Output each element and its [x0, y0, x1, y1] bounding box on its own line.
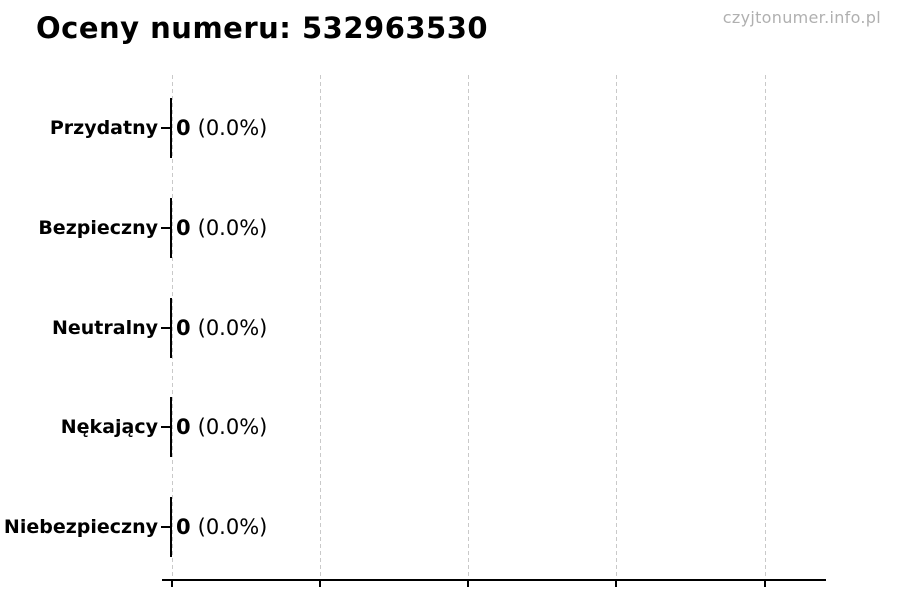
chart-title: Oceny numeru: 532963530 — [36, 11, 489, 45]
gridline — [765, 75, 766, 580]
gridline — [320, 75, 321, 580]
value-count: 0 — [176, 316, 191, 340]
y-axis-tick — [161, 127, 170, 129]
value-label: 0 (0.0%) — [176, 216, 267, 240]
gridline — [616, 75, 617, 580]
category-label: Bezpieczny — [38, 217, 158, 239]
category-label: Niebezpieczny — [3, 516, 158, 538]
x-axis-tick — [615, 581, 617, 587]
value-percent: (0.0%) — [197, 415, 268, 439]
value-label: 0 (0.0%) — [176, 316, 267, 340]
x-axis-line — [162, 579, 826, 581]
bar-zero-value — [170, 497, 172, 557]
category-label: Neutralny — [51, 317, 158, 339]
watermark: czyjtonumer.info.pl — [722, 8, 881, 27]
y-axis-tick — [161, 426, 170, 428]
value-count: 0 — [176, 415, 191, 439]
value-count: 0 — [176, 216, 191, 240]
x-axis-tick — [171, 581, 173, 587]
value-count: 0 — [176, 515, 191, 539]
y-axis-tick — [161, 227, 170, 229]
category-label: Nękający — [60, 416, 158, 438]
value-label: 0 (0.0%) — [176, 515, 267, 539]
value-label: 0 (0.0%) — [176, 415, 267, 439]
value-count: 0 — [176, 116, 191, 140]
gridline — [172, 75, 173, 580]
y-axis-tick — [161, 526, 170, 528]
value-percent: (0.0%) — [197, 515, 268, 539]
category-label: Przydatny — [49, 117, 158, 139]
x-axis-tick — [467, 581, 469, 587]
y-axis-tick — [161, 327, 170, 329]
gridline — [468, 75, 469, 580]
value-percent: (0.0%) — [197, 316, 268, 340]
bar-zero-value — [170, 298, 172, 358]
value-percent: (0.0%) — [197, 116, 268, 140]
value-percent: (0.0%) — [197, 216, 268, 240]
x-axis-tick — [764, 581, 766, 587]
x-axis-tick — [319, 581, 321, 587]
bar-zero-value — [170, 98, 172, 158]
bar-zero-value — [170, 198, 172, 258]
bar-zero-value — [170, 397, 172, 457]
value-label: 0 (0.0%) — [176, 116, 267, 140]
